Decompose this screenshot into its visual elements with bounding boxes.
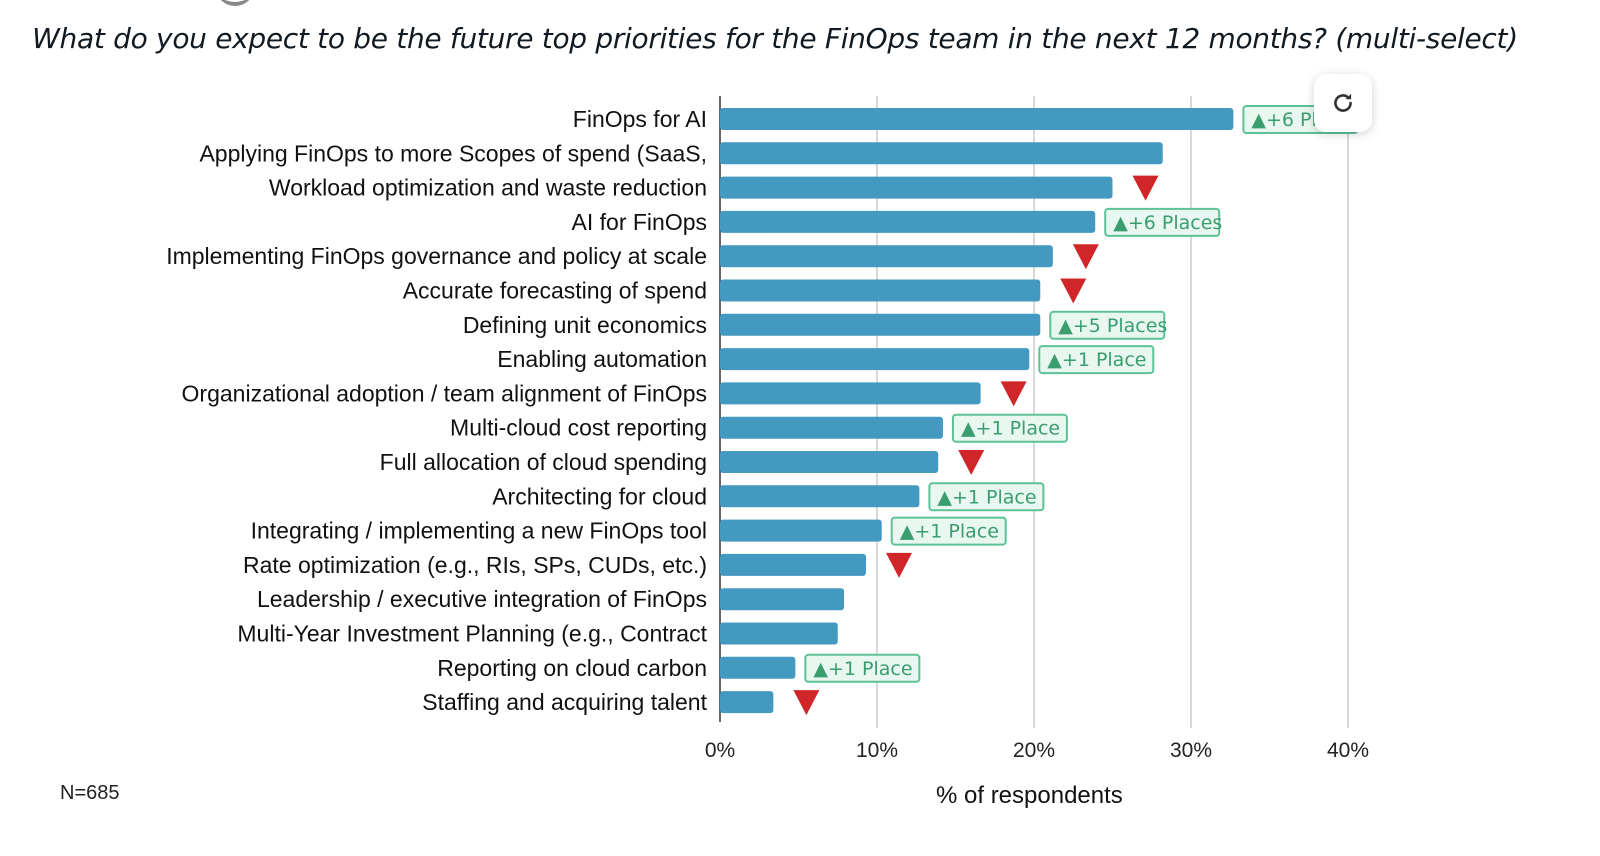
- rank-change-badge: ▲+1 Place: [890, 516, 1007, 546]
- badge-label: ▲+1 Place: [937, 486, 1036, 508]
- rank-down-icon: [958, 450, 985, 475]
- badge-box: [890, 516, 1007, 546]
- badge-box: [1038, 345, 1155, 375]
- bar: [720, 108, 1234, 130]
- rank-change-badge: ▲+1 Place: [951, 413, 1068, 443]
- bar: [720, 142, 1163, 165]
- bar: [720, 519, 882, 542]
- badge-box: [804, 653, 921, 683]
- category-label: Reporting on cloud carbon: [437, 655, 707, 681]
- badge-box: [1049, 310, 1166, 340]
- category-label: Implementing FinOps governance and polic…: [166, 243, 707, 269]
- bar: [720, 691, 774, 714]
- badge-label: ▲+5 Places: [1058, 315, 1167, 337]
- cropped-logo: [215, 0, 255, 6]
- rank-down-icon: [886, 552, 913, 578]
- chart-title: What do you expect to be the future top …: [32, 22, 1518, 55]
- badge-label: ▲+1 Place: [961, 418, 1060, 440]
- badge-box: [1104, 207, 1221, 237]
- bar: [720, 279, 1041, 302]
- bar: [720, 656, 796, 679]
- category-label: Enabling automation: [497, 346, 707, 372]
- rank-change-badge: ▲+6 Places: [1104, 207, 1222, 237]
- bar: [720, 485, 920, 508]
- x-axis-label: % of respondents: [936, 782, 1123, 809]
- bar: [720, 245, 1053, 268]
- category-label: Multi-cloud cost reporting: [450, 415, 707, 441]
- category-label: Leadership / executive integration of Fi…: [257, 586, 707, 612]
- badge-label: ▲+1 Place: [1047, 349, 1146, 371]
- bar: [720, 313, 1041, 336]
- bar: [720, 210, 1096, 233]
- badge-box: [951, 413, 1068, 443]
- sample-size-note: N=685: [60, 782, 120, 804]
- x-tick-label: 40%: [1327, 739, 1369, 762]
- badge-label: ▲+1 Place: [900, 521, 999, 543]
- bar: [720, 451, 939, 473]
- bar: [720, 416, 943, 439]
- rank-down-icon: [1000, 381, 1027, 407]
- badge-box: [928, 482, 1045, 512]
- category-label: Staffing and acquiring talent: [422, 689, 707, 715]
- category-label: FinOps for AI: [573, 106, 707, 132]
- x-tick-label: 20%: [1013, 739, 1055, 762]
- rank-change-badge: ▲+1 Place: [928, 482, 1045, 512]
- category-label: Full allocation of cloud spending: [380, 449, 707, 475]
- x-tick-label: 0%: [705, 739, 735, 762]
- rank-change-badge: ▲+1 Place: [804, 653, 921, 683]
- bar: [720, 348, 1030, 371]
- category-label: AI for FinOps: [572, 209, 707, 235]
- rank-down-icon: [793, 690, 820, 716]
- bar: [720, 622, 838, 645]
- badge-label: ▲+1 Place: [813, 658, 912, 680]
- bar: [720, 588, 845, 611]
- category-label: Defining unit economics: [463, 312, 707, 338]
- category-label: Integrating / implementing a new FinOps …: [251, 518, 707, 544]
- category-label: Organizational adoption / team alignment…: [182, 380, 707, 406]
- refresh-icon: [1334, 93, 1352, 112]
- rank-down-icon: [1060, 278, 1087, 304]
- x-tick-label: 10%: [856, 739, 898, 762]
- badge-label: ▲+6 Places: [1113, 212, 1222, 234]
- bar: [720, 382, 981, 405]
- bar: [720, 553, 867, 576]
- rank-change-badge: ▲+1 Place: [1038, 345, 1155, 375]
- category-label: Applying FinOps to more Scopes of spend …: [199, 140, 707, 166]
- rank-down-icon: [1072, 244, 1099, 270]
- category-label: Workload optimization and waste reductio…: [269, 175, 707, 201]
- category-label: Accurate forecasting of spend: [403, 278, 707, 304]
- category-label: Architecting for cloud: [492, 483, 707, 509]
- x-tick-label: 30%: [1170, 739, 1212, 762]
- bar: [720, 176, 1113, 199]
- refresh-button[interactable]: [1314, 74, 1372, 132]
- category-label: Rate optimization (e.g., RIs, SPs, CUDs,…: [243, 552, 707, 578]
- category-label: Multi-Year Investment Planning (e.g., Co…: [237, 621, 707, 647]
- rank-change-badge: ▲+5 Places: [1049, 310, 1167, 340]
- rank-down-icon: [1132, 175, 1159, 201]
